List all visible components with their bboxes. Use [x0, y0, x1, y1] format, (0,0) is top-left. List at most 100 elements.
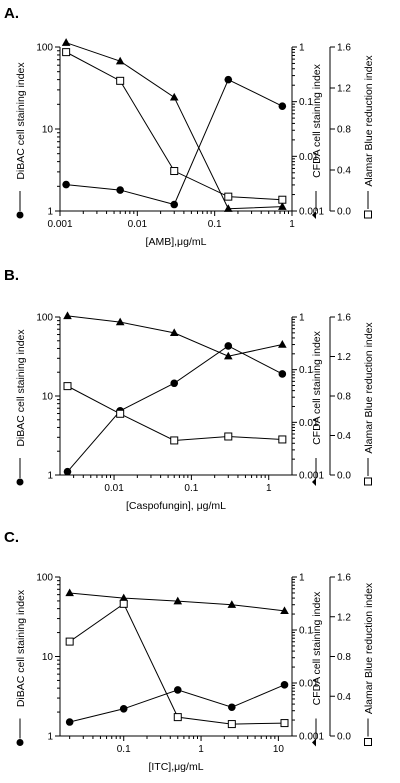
- y-right1-tick-label: 0.1: [299, 365, 313, 376]
- data-point-triangle: [115, 317, 125, 326]
- data-point-square: [116, 76, 125, 85]
- y-right1-axis-label: CFDA cell staining index: [311, 591, 323, 706]
- y-right2-tick-label: 1.2: [337, 352, 351, 363]
- data-point-circle: [62, 180, 70, 189]
- y-right2-axis-label: Alamar Blue reduction index: [363, 55, 375, 187]
- data-point-circle: [119, 704, 128, 713]
- chart-panel-2: B. 0.01 0.1 1 1 10 100 0.001 0.01 0.1 1 0.0 0.4 0.8 1.…: [4, 267, 375, 512]
- x-tick-label: 10: [273, 744, 285, 755]
- y-right2-axis-label: Alamar Blue reduction index: [363, 322, 375, 454]
- y-right2-tick-label: 1.6: [337, 313, 351, 324]
- data-point-triangle: [278, 202, 287, 210]
- data-point-circle: [173, 686, 182, 694]
- y-right1-tick-label: 0.01: [299, 679, 319, 690]
- x-tick-label: 0.1: [184, 483, 198, 494]
- x-tick-label: 0.01: [128, 219, 148, 230]
- y-right1-axis-label: CFDA cell staining index: [311, 330, 323, 445]
- y-right2-tick-label: 1.6: [337, 573, 351, 584]
- data-point-square: [173, 713, 182, 722]
- x-tick-label: 0.1: [208, 219, 222, 230]
- y-right1-tick-label: 0.001: [299, 471, 324, 482]
- y-left-tick-label: 1: [47, 732, 53, 743]
- panel-label: A.: [4, 5, 19, 22]
- y-right1-tick-label: 0.1: [299, 626, 313, 637]
- y-right1-tick-label: 0.01: [299, 152, 319, 163]
- series-line-circle: [67, 345, 283, 473]
- data-point-triangle: [61, 38, 71, 46]
- legend-triangle-icon: [312, 478, 316, 486]
- data-point-circle: [63, 467, 72, 476]
- data-point-circle: [228, 703, 236, 712]
- y-right2-tick-label: 0.8: [337, 392, 351, 403]
- y-left-tick-label: 1: [47, 471, 53, 482]
- chart-panel-3: C. 0.1 1 10 1 10 100 0.001 0.01 0.1 1 0.0 0.4 0.8 1.2 1…: [4, 529, 375, 773]
- data-point-triangle: [119, 593, 129, 602]
- x-axis-label: [Caspofungin], μg/mL: [126, 500, 226, 512]
- y-right2-tick-label: 0.8: [337, 125, 351, 136]
- y-left-tick-label: 10: [42, 652, 54, 663]
- data-point-square: [224, 432, 233, 441]
- legend-square-icon: [364, 738, 372, 746]
- x-tick-label: 1: [266, 483, 272, 494]
- y-right1-tick-label: 0.01: [299, 418, 319, 429]
- y-right2-tick-label: 0.4: [337, 166, 351, 177]
- y-left-axis-label: DiBAC cell staining index: [15, 329, 27, 447]
- panel-label: C.: [4, 529, 19, 546]
- y-right1-tick-label: 0.001: [299, 207, 324, 218]
- x-axis-label: [ITC],μg/mL: [148, 761, 203, 773]
- x-tick-label: 0.01: [104, 483, 124, 494]
- data-point-triangle: [169, 328, 179, 337]
- data-point-triangle: [115, 56, 125, 65]
- series-line-square: [65, 51, 283, 201]
- data-point-triangle: [169, 92, 179, 101]
- y-left-axis-label: DiBAC cell staining index: [15, 589, 27, 707]
- panel-label: B.: [4, 267, 19, 284]
- data-point-square: [224, 192, 233, 201]
- y-right2-tick-label: 0.4: [337, 692, 351, 703]
- data-point-square: [278, 435, 287, 444]
- data-point-circle: [170, 200, 179, 209]
- y-right1-tick-label: 0.1: [299, 97, 313, 108]
- x-tick-label: 1: [198, 744, 204, 755]
- y-right2-tick-label: 0.0: [337, 207, 351, 218]
- y-right2-tick-label: 1.2: [337, 612, 351, 623]
- data-point-triangle: [223, 351, 233, 360]
- data-point-circle: [65, 718, 74, 726]
- series-line-square: [67, 385, 283, 441]
- y-right1-tick-label: 1: [299, 43, 305, 54]
- legend-circle-icon: [16, 211, 24, 219]
- x-tick-label: 1: [289, 219, 295, 230]
- x-axis-label: [AMB],μg/mL: [146, 236, 207, 248]
- data-point-circle: [116, 186, 124, 194]
- legend-triangle-icon: [312, 738, 316, 747]
- legend-circle-icon: [16, 478, 24, 486]
- data-point-square: [170, 167, 179, 176]
- data-point-square: [62, 48, 71, 57]
- y-right2-tick-label: 0.0: [337, 471, 351, 482]
- y-right2-axis-label: Alamar Blue reduction index: [363, 582, 375, 714]
- y-right1-tick-label: 0.001: [299, 732, 324, 743]
- data-point-square: [116, 409, 125, 418]
- data-point-circle: [224, 75, 233, 84]
- x-tick-label: 0.001: [47, 219, 72, 230]
- y-left-tick-label: 10: [42, 392, 54, 403]
- data-point-triangle: [63, 311, 72, 320]
- data-point-circle: [278, 370, 287, 378]
- y-left-tick-label: 100: [36, 313, 53, 324]
- y-right1-tick-label: 1: [299, 313, 305, 324]
- data-point-triangle: [223, 204, 233, 212]
- data-point-square: [63, 382, 72, 391]
- chart-panel-1: A. 0.001 0.01 0.1 1 1 10 100 0.001 0.01 0.1 1 0.0 0.4…: [4, 5, 375, 248]
- x-tick-label: 0.1: [117, 744, 131, 755]
- y-right2-tick-label: 0.0: [337, 732, 351, 743]
- series-line-square: [69, 603, 285, 725]
- data-point-circle: [224, 342, 233, 350]
- y-left-tick-label: 1: [47, 207, 53, 218]
- data-point-triangle: [280, 606, 289, 615]
- data-point-triangle: [227, 600, 237, 608]
- y-right2-tick-label: 1.2: [337, 84, 351, 95]
- y-right2-tick-label: 1.6: [337, 43, 351, 54]
- y-right2-tick-label: 0.8: [337, 652, 351, 663]
- series-line-triangle: [65, 42, 283, 210]
